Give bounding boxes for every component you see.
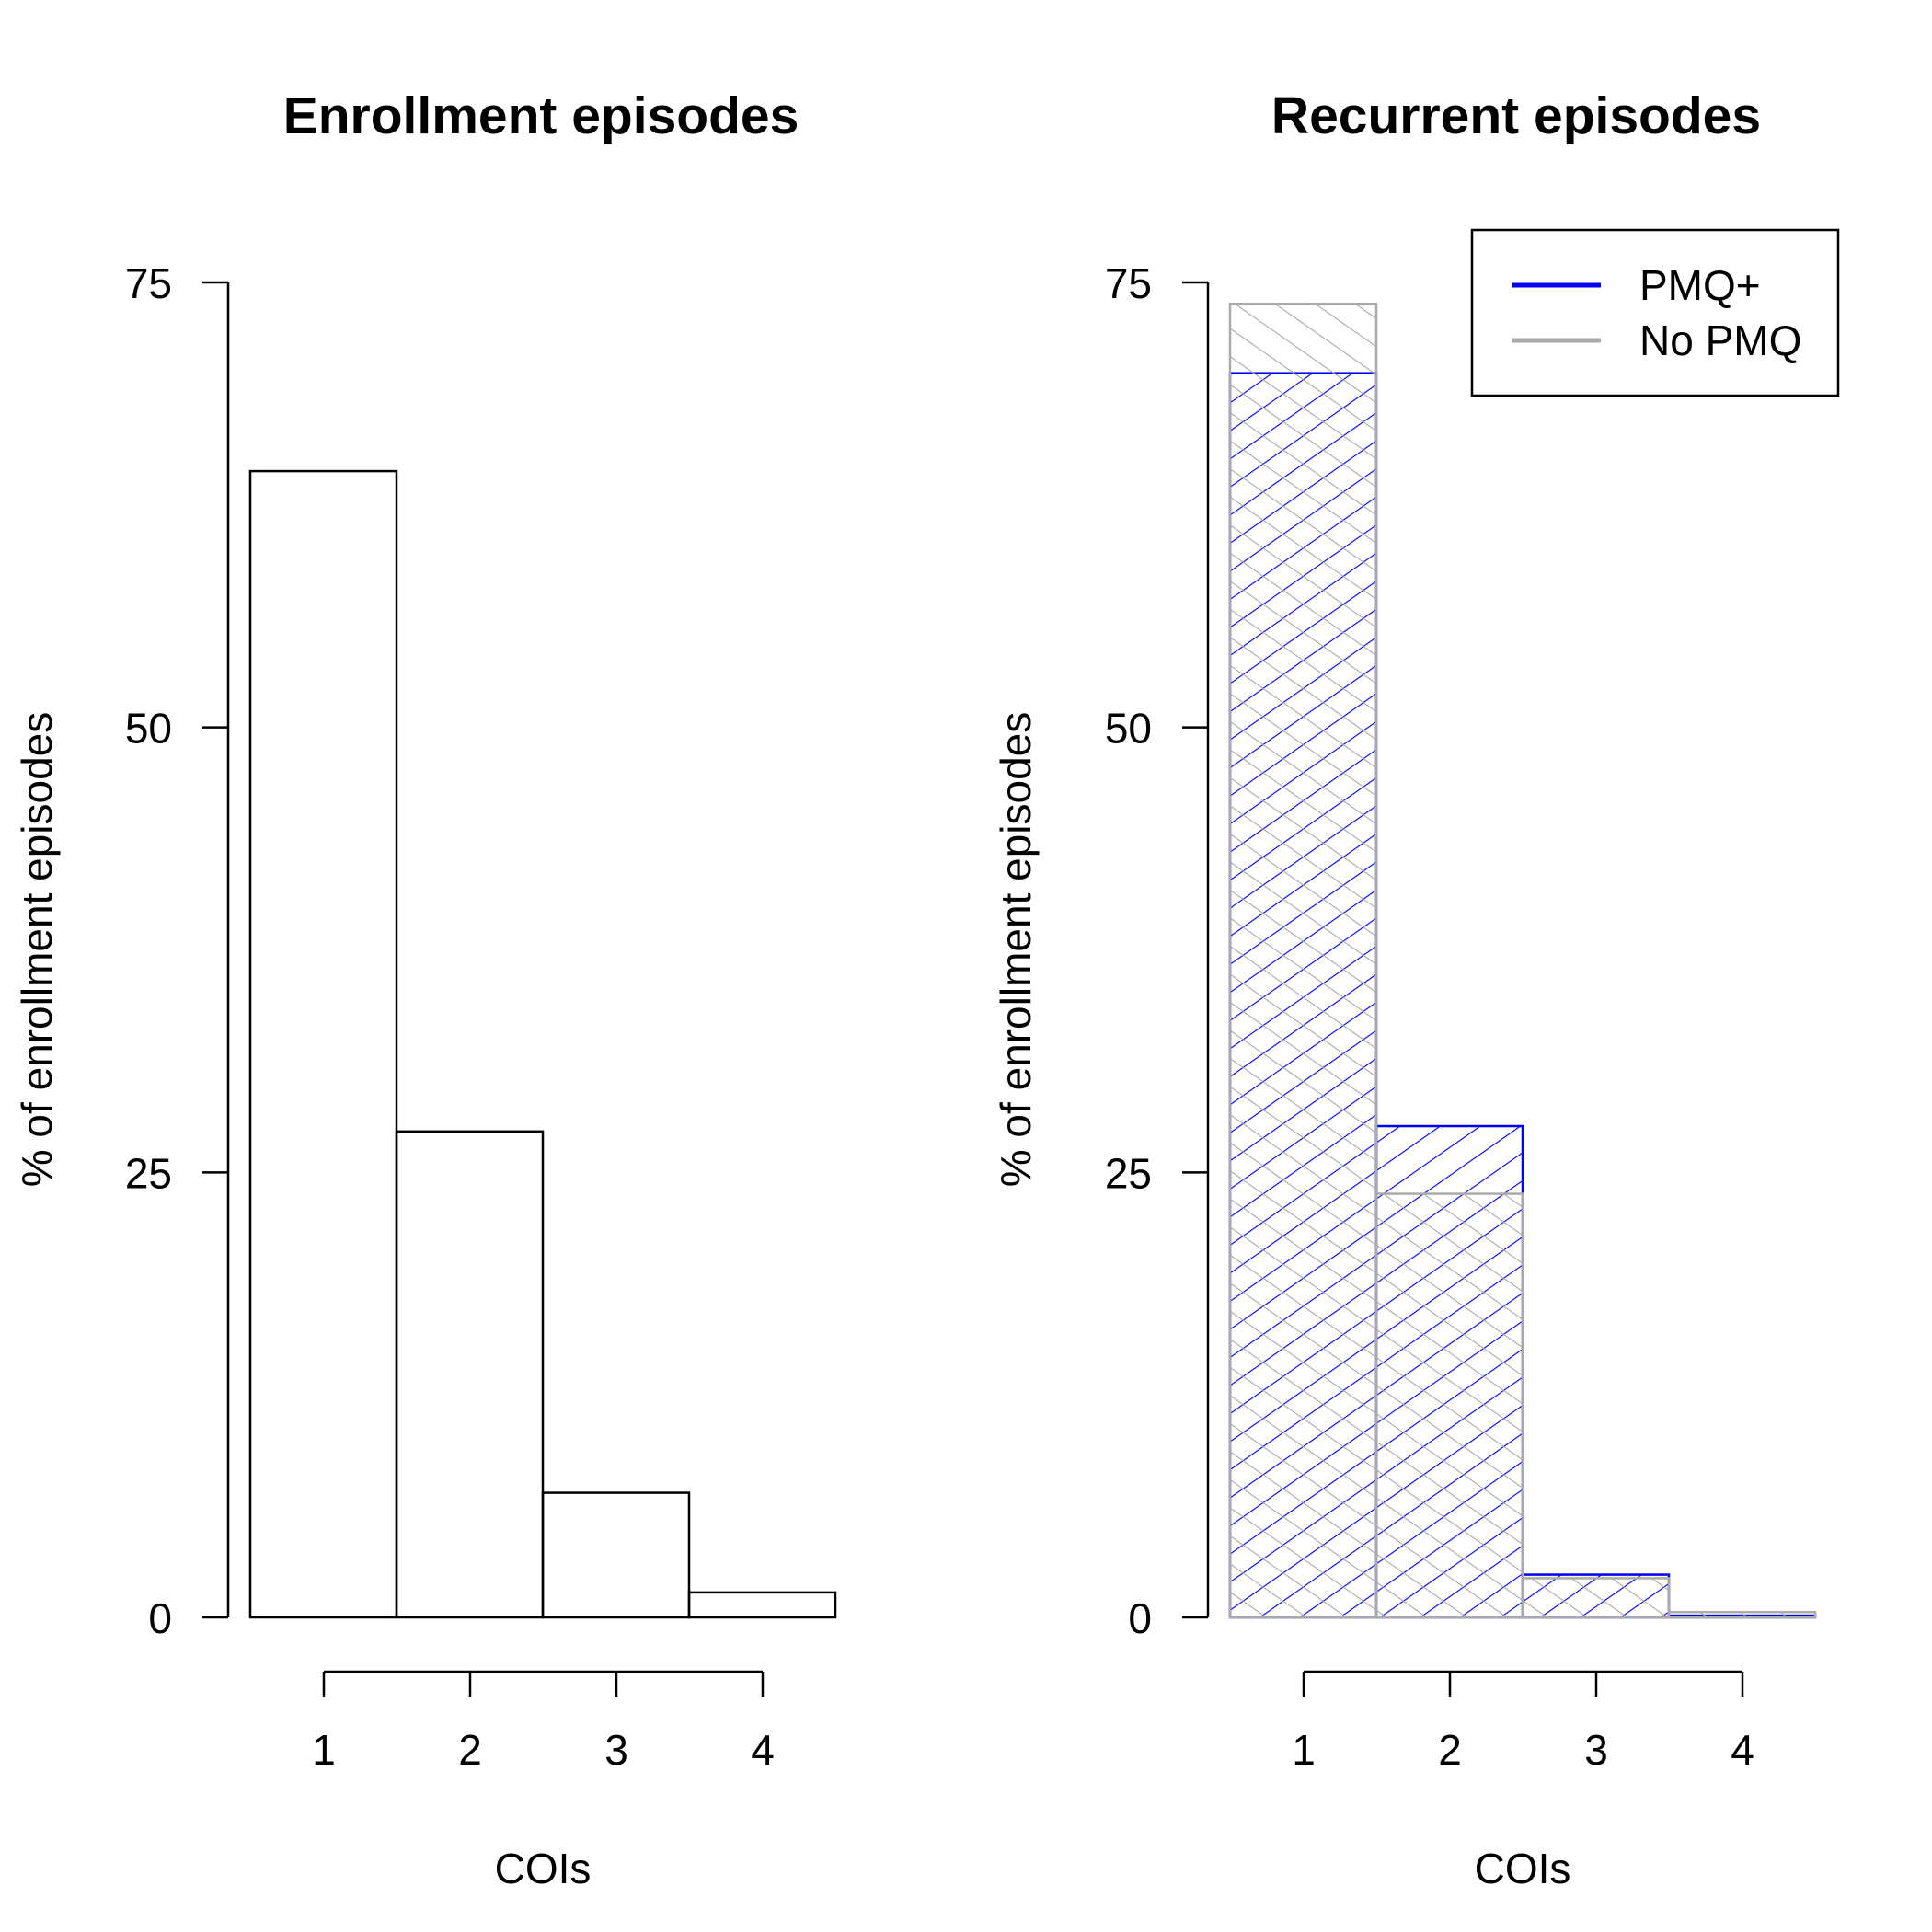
x-axis-ticks: 1 2 3 4 (312, 1670, 775, 1774)
bar-no-pmq-2 (1374, 1192, 1524, 1619)
y-axis-label: % of enrollment episodes (13, 712, 61, 1188)
bar-4 (687, 1591, 837, 1619)
x-tick-label: 3 (604, 1726, 628, 1774)
y-tick-label: 50 (125, 705, 172, 753)
bar-3 (541, 1491, 691, 1619)
bar-no-pmq-1 (1228, 302, 1378, 1619)
y-tick-label: 75 (125, 259, 172, 307)
chart-title: Recurrent episodes (1271, 86, 1761, 145)
x-tick-label: 4 (1731, 1726, 1754, 1774)
y-tick-label: 25 (125, 1149, 172, 1197)
bar-no-pmq-4 (1667, 1610, 1817, 1619)
x-tick-label: 2 (1438, 1726, 1462, 1774)
x-axis-label: COIs (1475, 1845, 1571, 1892)
recurrent-episodes-panel: Recurrent episodes 0 25 50 75 % of enrollme… (992, 86, 1840, 1892)
legend-label-pmq-plus: PMQ+ (1639, 261, 1761, 309)
y-axis-ticks: 0 25 50 75 (125, 259, 228, 1642)
x-tick-label: 4 (751, 1726, 775, 1774)
y-axis-label: % of enrollment episodes (992, 712, 1040, 1188)
legend-box (1470, 228, 1840, 397)
x-axis-ticks: 1 2 3 4 (1292, 1670, 1754, 1774)
legend: PMQ+ No PMQ (1470, 228, 1840, 397)
y-tick-label: 75 (1105, 259, 1152, 307)
y-tick-label: 50 (1105, 705, 1152, 753)
y-tick-label: 0 (148, 1594, 172, 1642)
y-tick-label: 25 (1105, 1149, 1152, 1197)
bars (248, 469, 837, 1619)
y-tick-label: 0 (1128, 1594, 1152, 1642)
bars (1228, 302, 1817, 1619)
bar-no-pmq-3 (1521, 1577, 1671, 1619)
x-axis-label: COIs (495, 1845, 592, 1892)
x-tick-label: 3 (1584, 1726, 1608, 1774)
bar-2 (395, 1130, 545, 1619)
chart-title: Enrollment episodes (283, 86, 799, 145)
x-tick-label: 2 (458, 1726, 482, 1774)
enrollment-episodes-panel: Enrollment episodes 0 25 50 75 % of enrollm… (13, 86, 837, 1892)
x-tick-label: 1 (1292, 1726, 1316, 1774)
x-tick-label: 1 (312, 1726, 336, 1774)
y-axis-ticks: 0 25 50 75 (1105, 259, 1208, 1642)
bar-1 (248, 469, 398, 1619)
legend-label-no-pmq: No PMQ (1639, 316, 1801, 364)
